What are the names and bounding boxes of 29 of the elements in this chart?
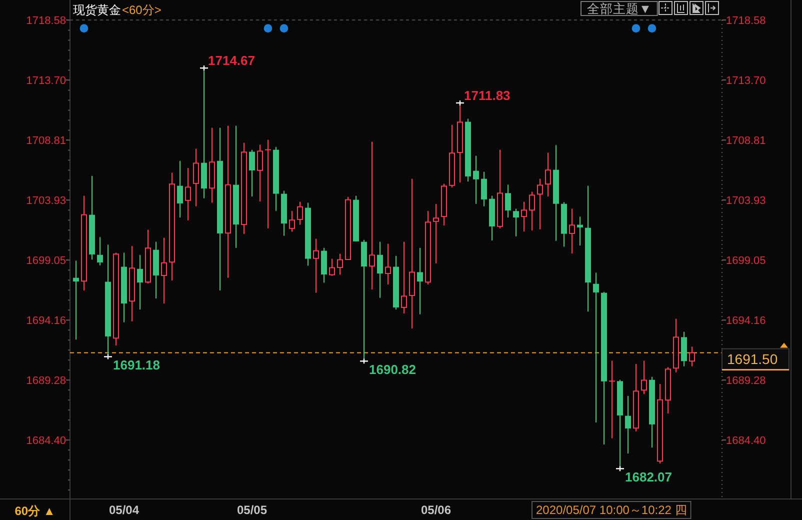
y2-tick-label: 1684.40: [26, 435, 66, 448]
y2-tick-label: 1689.28: [26, 375, 66, 388]
y2-tick-label: 1699.05: [26, 254, 66, 267]
y2-tick-label: 1703.93: [26, 195, 66, 208]
y-tick-label: 1713.70: [726, 74, 766, 87]
annotation: 1691.18: [113, 358, 160, 373]
period-label: 60分 ▲: [14, 504, 56, 518]
theme-menu: 全部主题▼: [580, 1, 658, 16]
annotation: 1711.83: [464, 88, 510, 103]
y2-tick-label: 1694.16: [26, 315, 66, 328]
time-box: 2020/05/07 10:00～10:22 四: [532, 501, 692, 519]
annotation: 1714.67: [208, 53, 255, 68]
y-tick-label: 1718.58: [726, 15, 766, 27]
y2-tick-label: 1718.58: [26, 15, 66, 27]
annotation: 1690.82: [369, 362, 416, 378]
title: 现货黄金<60分>: [73, 3, 162, 17]
y-tick-label: 1699.05: [726, 254, 766, 267]
annotation: 1682.07: [625, 470, 672, 485]
y-tick-label: 1684.40: [726, 435, 766, 448]
y-tick-label: 1708.81: [726, 135, 766, 148]
y2-tick-label: 1713.70: [26, 74, 66, 87]
x-tick-label: 05/05: [236, 503, 268, 517]
x-tick-label: 05/06: [420, 503, 452, 517]
y-tick-label: 1694.16: [726, 315, 766, 328]
x-tick-label: 05/04: [108, 503, 140, 517]
ref-line-label: 1691.50: [727, 350, 778, 367]
y-tick-label: 1689.28: [726, 375, 766, 388]
y-tick-label: 1703.93: [726, 195, 766, 208]
y2-tick-label: 1708.81: [26, 135, 66, 148]
